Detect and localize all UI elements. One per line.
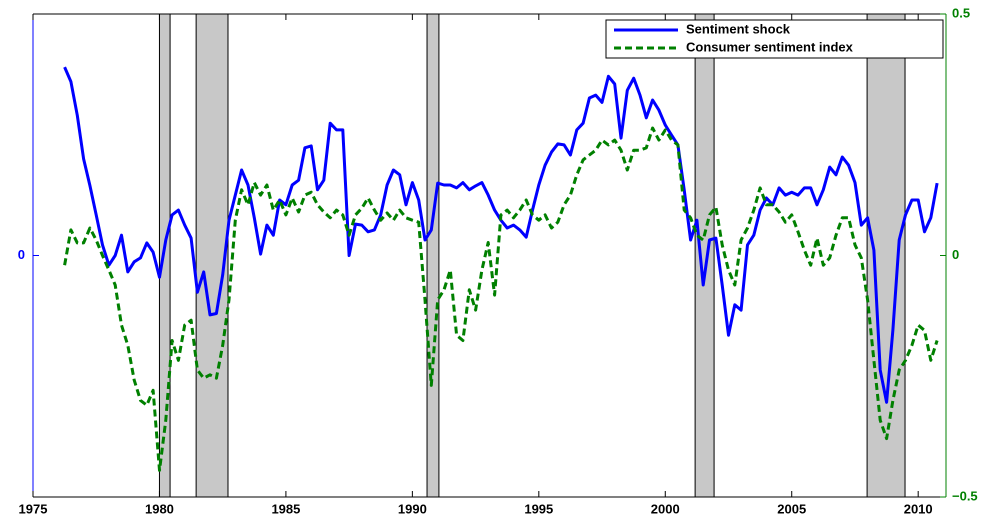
x-tick-label: 1995 [524,501,553,516]
shaded-period [158,13,171,498]
shaded-period [694,13,715,498]
x-tick-label: 2000 [651,501,680,516]
legend-label: Consumer sentiment index [686,39,854,54]
y2-tick-label: 0 [952,247,959,262]
x-tick-label: 1975 [19,501,48,516]
series-line [63,126,939,472]
shaded-period [426,13,440,498]
x-tick-label: 2010 [904,501,933,516]
y2-tick-label: 0.5 [952,5,970,20]
x-tick-label: 1990 [398,501,427,516]
legend: Sentiment shock Consumer sentiment index [605,19,944,59]
x-tick-label: 2005 [777,501,806,516]
x-tick-label: 1980 [145,501,174,516]
y-tick-label: 0 [18,247,25,262]
x-tick-label: 1985 [271,501,300,516]
legend-label: Sentiment shock [686,21,791,36]
legend-box [605,19,944,59]
shaded-period [195,13,229,498]
y2-tick-label: −0.5 [952,488,978,503]
